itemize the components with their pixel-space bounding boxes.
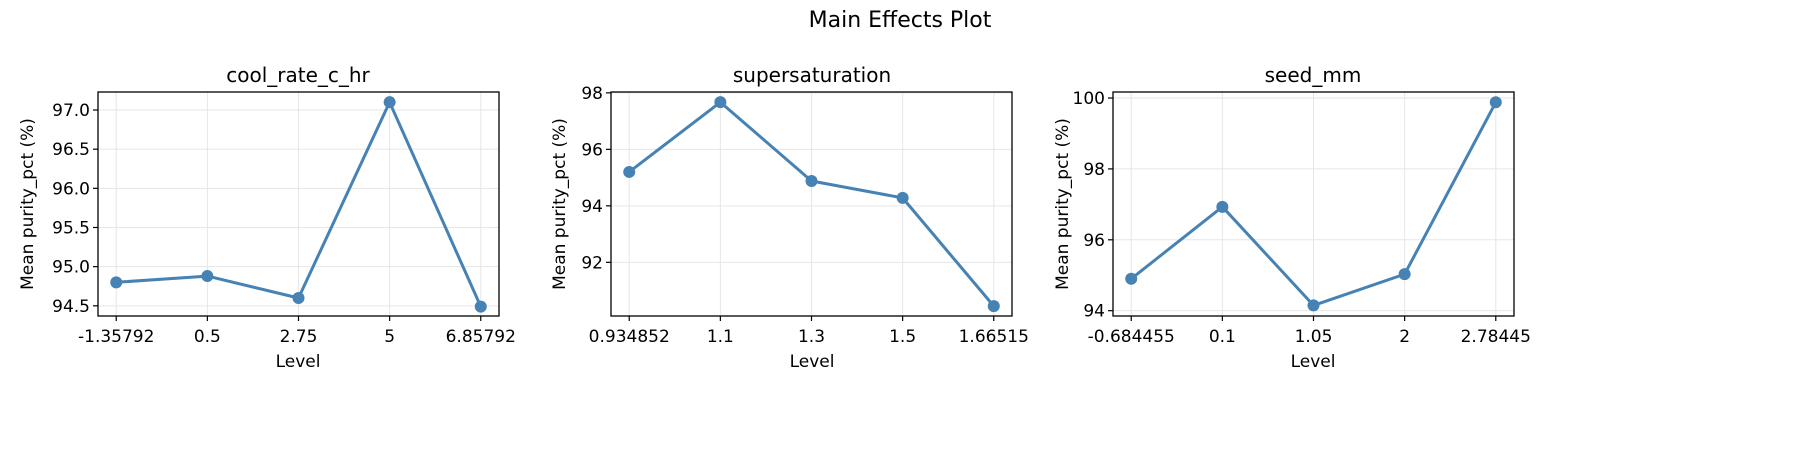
y-tick-label: 96.0 [52, 179, 90, 199]
data-point [987, 300, 1000, 313]
data-point [623, 165, 636, 178]
grid-lines [611, 92, 1012, 316]
y-tick-label: 94 [1083, 302, 1105, 322]
x-axis-ticks: -1.35792 0.5 2.75 5 6.85792 [78, 316, 516, 347]
x-axis-ticks: 0.934852 1.1 1.3 1.5 1.66515 [589, 316, 1029, 347]
y-axis-label: Mean purity_pct (%) [550, 118, 570, 290]
data-point [201, 270, 214, 283]
y-tick-label: 96.5 [52, 140, 90, 160]
y-tick-label: 94.5 [52, 297, 90, 317]
panel-title: supersaturation [733, 63, 891, 87]
x-tick-label: 5 [384, 327, 395, 347]
grid-lines [1113, 92, 1514, 316]
x-tick-label: 1.05 [1295, 327, 1333, 347]
data-point [292, 291, 305, 304]
x-tick-label: -1.35792 [78, 327, 154, 347]
y-tick-label: 94 [581, 197, 603, 217]
data-point [805, 174, 818, 187]
x-tick-label: 0.1 [1209, 327, 1236, 347]
y-axis-label: Mean purity_pct (%) [1053, 118, 1073, 290]
data-point [1216, 200, 1229, 213]
panel-title: seed_mm [1265, 63, 1362, 87]
x-tick-label: 2 [1399, 327, 1410, 347]
data-point [1489, 96, 1502, 109]
y-tick-label: 96 [581, 140, 603, 160]
x-tick-label: -0.684455 [1088, 327, 1175, 347]
y-tick-label: 98 [581, 84, 603, 104]
data-point [110, 276, 123, 289]
data-point [714, 96, 727, 109]
grid-lines [98, 92, 499, 316]
data-markers [623, 96, 1000, 313]
data-point [1307, 299, 1320, 312]
y-tick-label: 95.0 [52, 258, 90, 278]
data-markers [1125, 96, 1502, 312]
panel-seed-mm: seed_mm -0.684455 0.1 1.05 2 2.78445 94 96 98 1… [1053, 63, 1531, 372]
data-point [474, 300, 487, 313]
data-point [1125, 272, 1138, 285]
x-tick-label: 1.66515 [959, 327, 1029, 347]
x-axis-label: Level [1291, 352, 1336, 372]
y-axis-label: Mean purity_pct (%) [18, 118, 38, 290]
y-axis-ticks: 94.5 95.0 95.5 96.0 96.5 97.0 [52, 101, 98, 317]
data-point [1398, 268, 1411, 281]
y-tick-label: 92 [581, 253, 603, 273]
panel-supersaturation: supersaturation 0.934852 1.1 1.3 1.5 1.66515… [550, 63, 1029, 372]
y-tick-label: 100 [1073, 89, 1105, 109]
y-tick-label: 98 [1083, 160, 1105, 180]
x-tick-label: 0.5 [194, 327, 221, 347]
x-axis-label: Level [790, 352, 835, 372]
data-markers [110, 96, 487, 313]
data-point [896, 191, 909, 204]
x-tick-label: 6.85792 [446, 327, 516, 347]
panel-title: cool_rate_c_hr [226, 63, 370, 87]
x-tick-label: 1.3 [798, 327, 825, 347]
x-axis-label: Level [276, 352, 321, 372]
y-axis-ticks: 92 94 96 98 [581, 84, 611, 273]
x-tick-label: 0.934852 [589, 327, 670, 347]
figure-title: Main Effects Plot [809, 8, 992, 33]
x-tick-label: 1.5 [889, 327, 916, 347]
x-tick-label: 2.75 [280, 327, 318, 347]
data-point [383, 96, 396, 109]
y-tick-label: 96 [1083, 231, 1105, 251]
panel-cool-rate: cool_rate_c_hr -1.35792 0.5 2.75 5 6.85792 9… [18, 63, 516, 372]
y-axis-ticks: 94 96 98 100 [1073, 89, 1113, 322]
y-tick-label: 97.0 [52, 101, 90, 121]
y-tick-label: 95.5 [52, 218, 90, 238]
x-tick-label: 1.1 [707, 327, 734, 347]
x-tick-label: 2.78445 [1461, 327, 1531, 347]
x-axis-ticks: -0.684455 0.1 1.05 2 2.78445 [1088, 316, 1531, 347]
